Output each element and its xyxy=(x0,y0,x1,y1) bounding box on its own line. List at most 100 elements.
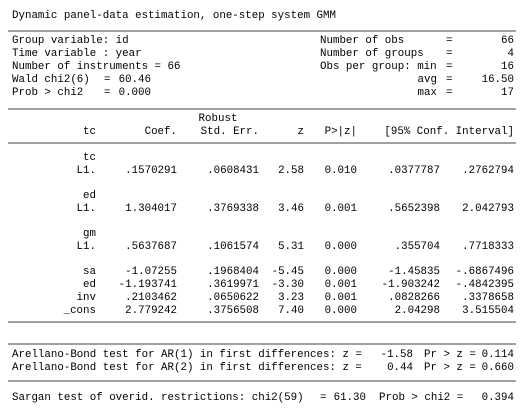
test-eq: = xyxy=(320,392,326,404)
cell: 1.304017 xyxy=(125,203,177,215)
row-name: L1. xyxy=(77,203,96,215)
row-name: L1. xyxy=(77,165,96,177)
cell: 3.46 xyxy=(278,203,304,215)
cell: .5637687 xyxy=(125,241,177,253)
group-name: gm xyxy=(83,228,96,240)
summary-value: 4 xyxy=(508,48,514,60)
cell: .3378658 xyxy=(462,292,514,304)
row-name: sa xyxy=(83,266,96,278)
test-label: Sargan test of overid. restrictions: chi… xyxy=(12,392,304,404)
summary-value: 66 xyxy=(501,35,514,47)
summary-eq: = xyxy=(446,61,452,73)
cell: 2.779242 xyxy=(125,305,177,317)
test-p: 0.660 xyxy=(482,362,514,374)
cell: 0.001 xyxy=(325,203,357,215)
cell: .2762794 xyxy=(462,165,514,177)
cell: -5.45 xyxy=(272,266,304,278)
cell: .1968404 xyxy=(207,266,259,278)
test-p: 0.114 xyxy=(482,349,514,361)
cell: -3.30 xyxy=(272,279,304,291)
test-label: Arellano-Bond test for AR(2) in first di… xyxy=(12,362,362,374)
cell: 3.515504 xyxy=(462,305,514,317)
test-label: Arellano-Bond test for AR(1) in first di… xyxy=(12,349,362,361)
summary-value: year xyxy=(116,48,142,60)
row-name: L1. xyxy=(77,241,96,253)
summary-label: max xyxy=(418,87,437,99)
cell: .7718333 xyxy=(462,241,514,253)
cell: .1570291 xyxy=(125,165,177,177)
column-header: z xyxy=(298,126,304,138)
column-header: P>|z| xyxy=(325,126,357,138)
summary-eq: = xyxy=(446,35,452,47)
cell: .3769338 xyxy=(207,203,259,215)
cell: -1.45835 xyxy=(388,266,440,278)
group-name: tc xyxy=(83,152,96,164)
cell: .1061574 xyxy=(207,241,259,253)
summary-label: Obs per group: min xyxy=(320,61,437,73)
cell: 2.042793 xyxy=(462,203,514,215)
test-p-label: Pr > z = xyxy=(424,362,476,374)
summary-label: avg xyxy=(418,74,437,86)
cell: -.4842395 xyxy=(456,279,514,291)
cell: 7.40 xyxy=(278,305,304,317)
cell: .0608431 xyxy=(207,165,259,177)
cell: 0.001 xyxy=(325,279,357,291)
test-p-label: Prob > chi2 = xyxy=(379,392,463,404)
cell: .0650622 xyxy=(207,292,259,304)
cell: .2103462 xyxy=(125,292,177,304)
column-header: [95% Conf. Interval] xyxy=(384,126,514,138)
row-name: inv xyxy=(77,292,97,304)
cell: .5652398 xyxy=(388,203,440,215)
cell: .355704 xyxy=(395,241,440,253)
column-header: tc xyxy=(83,126,96,138)
cell: .3756508 xyxy=(207,305,259,317)
cell: .0828266 xyxy=(388,292,440,304)
summary-label: Number of instruments = xyxy=(12,61,161,73)
summary-value: 66 xyxy=(168,61,181,73)
summary-eq: = xyxy=(104,87,110,99)
column-note: Robust xyxy=(199,113,238,125)
test-stat: 0.44 xyxy=(387,362,413,374)
summary-value: 16.50 xyxy=(482,74,514,86)
cell: .3619971 xyxy=(207,279,259,291)
test-stat: -1.58 xyxy=(381,349,413,361)
cell: 0.000 xyxy=(325,305,357,317)
cell: 0.000 xyxy=(325,266,357,278)
summary-eq: = xyxy=(446,87,452,99)
summary-label: Number of obs xyxy=(320,35,404,47)
summary-eq: = xyxy=(446,74,452,86)
cell: -1.193741 xyxy=(119,279,177,291)
summary-value: id xyxy=(116,35,129,47)
summary-label: Time variable : xyxy=(12,48,109,60)
cell: .0377787 xyxy=(388,165,440,177)
summary-label: Group variable: xyxy=(12,35,109,47)
title: Dynamic panel-data estimation, one-step … xyxy=(12,10,336,22)
summary-eq: = xyxy=(104,74,110,86)
summary-label: Number of groups xyxy=(320,48,424,60)
cell: -1.07255 xyxy=(125,266,177,278)
cell: 2.58 xyxy=(278,165,304,177)
summary-eq: = xyxy=(446,48,452,60)
cell: -.6867496 xyxy=(456,266,514,278)
summary-value: 0.000 xyxy=(119,87,151,99)
test-p-label: Pr > z = xyxy=(424,349,476,361)
row-name: _cons xyxy=(63,305,96,317)
summary-value: 60.46 xyxy=(119,74,151,86)
cell: -1.903242 xyxy=(382,279,440,291)
summary-label: Wald chi2(6) xyxy=(12,74,90,86)
cell: 0.010 xyxy=(325,165,357,177)
column-header: Coef. xyxy=(145,126,177,138)
cell: 3.23 xyxy=(278,292,304,304)
test-stat: 61.30 xyxy=(334,392,366,404)
summary-value: 17 xyxy=(501,87,514,99)
column-header: Std. Err. xyxy=(201,126,259,138)
cell: 0.000 xyxy=(325,241,357,253)
cell: 5.31 xyxy=(278,241,304,253)
test-p: 0.394 xyxy=(482,392,514,404)
summary-value: 16 xyxy=(501,61,514,73)
cell: 2.04298 xyxy=(395,305,440,317)
summary-label: Prob > chi2 xyxy=(12,87,83,99)
group-name: ed xyxy=(83,190,96,202)
row-name: ed xyxy=(83,279,96,291)
